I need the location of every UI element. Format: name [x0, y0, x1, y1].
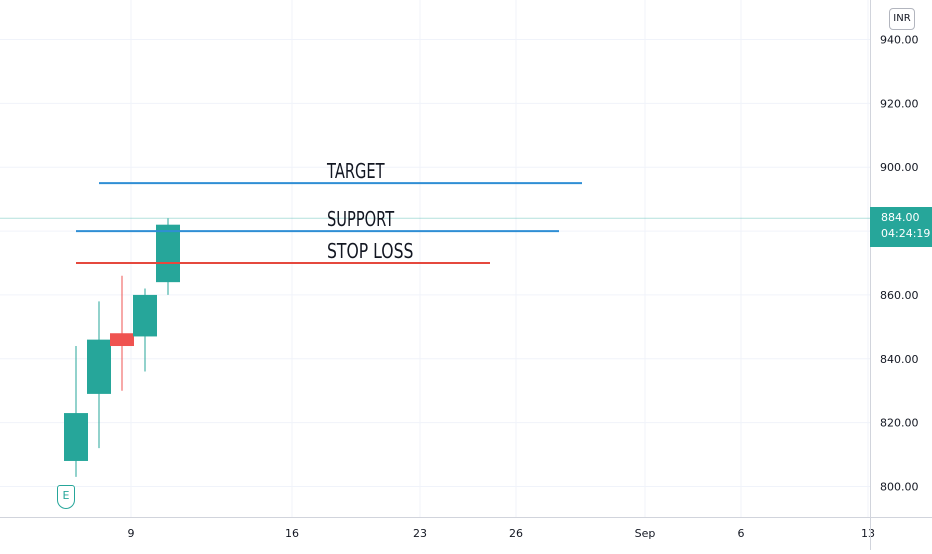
price-axis-label: 840.00 — [880, 353, 919, 366]
candle-body — [110, 333, 134, 347]
last-price-tag: 884.00 04:24:19 — [870, 207, 932, 247]
drawing-annotations[interactable]: TARGET SUPPORT STOP LOSS — [76, 159, 582, 264]
time-axis-label: 26 — [509, 527, 523, 540]
price-axis-label: 900.00 — [880, 161, 919, 174]
time-axis-label: 16 — [285, 527, 299, 540]
time-axis-label: 23 — [413, 527, 427, 540]
price-axis-label: 860.00 — [880, 289, 919, 302]
candle-body — [133, 294, 157, 337]
candle-body — [156, 224, 180, 283]
price-axis-label: 800.00 — [880, 481, 919, 494]
price-axis-label: 940.00 — [880, 34, 919, 47]
last-price-value: 884.00 — [881, 211, 920, 224]
candle-body — [64, 413, 88, 461]
candles — [64, 218, 180, 477]
time-axis-label: Sep — [635, 527, 656, 540]
candle-body — [87, 339, 111, 394]
earnings-icon[interactable]: E — [57, 485, 75, 509]
time-axis-label: 9 — [128, 527, 135, 540]
time-axis-label: 13 — [861, 527, 875, 540]
annotation-label[interactable]: SUPPORT — [327, 207, 395, 231]
grid — [0, 0, 870, 517]
annotation-label[interactable]: STOP LOSS — [327, 239, 413, 263]
currency-badge[interactable]: INR — [889, 8, 915, 30]
price-axis-label: 820.00 — [880, 417, 919, 430]
price-axis-label: 920.00 — [880, 97, 919, 110]
time-axis-label: 6 — [738, 527, 745, 540]
bar-countdown: 04:24:19 — [881, 227, 931, 240]
annotation-label[interactable]: TARGET — [326, 159, 385, 183]
